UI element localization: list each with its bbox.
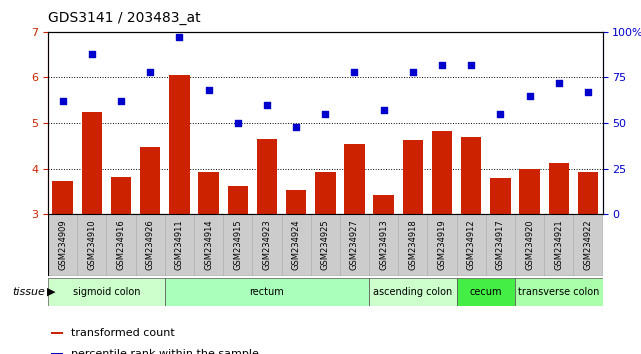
Bar (344, 143, 365, 214)
Point (437, 62, 447, 68)
Text: GSM234916: GSM234916 (117, 219, 126, 270)
Point (233, 120, 243, 126)
Text: ascending colon: ascending colon (373, 287, 453, 297)
Bar (398, 214, 428, 276)
Bar (374, 195, 394, 214)
Text: GSM234909: GSM234909 (58, 219, 67, 270)
Bar (194, 214, 223, 276)
Point (87, 51, 97, 57)
Bar (515, 214, 544, 276)
Text: rectum: rectum (249, 287, 285, 297)
Text: GSM234923: GSM234923 (262, 219, 271, 270)
Text: GSM234915: GSM234915 (233, 219, 242, 270)
Point (291, 124, 301, 130)
Bar (486, 214, 515, 276)
Text: GSM234910: GSM234910 (87, 219, 96, 270)
Text: GSM234913: GSM234913 (379, 219, 388, 270)
Text: ▶: ▶ (47, 287, 56, 297)
Text: percentile rank within the sample: percentile rank within the sample (71, 349, 260, 354)
Text: GSM234922: GSM234922 (583, 219, 592, 270)
Bar (432, 131, 453, 214)
Bar (228, 186, 248, 214)
Bar (315, 172, 335, 214)
Bar (165, 278, 369, 306)
Bar (140, 147, 160, 214)
Bar (456, 214, 486, 276)
Bar (48, 214, 78, 276)
Point (203, 87, 213, 93)
Point (408, 69, 418, 75)
Text: GSM234918: GSM234918 (408, 219, 417, 270)
Bar (53, 181, 73, 214)
Point (145, 69, 155, 75)
Bar (549, 163, 569, 214)
Point (554, 80, 564, 86)
Bar (165, 214, 194, 276)
Bar (369, 278, 456, 306)
Bar (169, 75, 190, 214)
Bar (369, 214, 398, 276)
Bar (578, 172, 598, 214)
Bar (78, 214, 106, 276)
Bar (403, 140, 423, 214)
Bar (515, 278, 603, 306)
Point (524, 93, 535, 98)
Bar (456, 278, 515, 306)
Text: GSM234911: GSM234911 (175, 219, 184, 270)
Point (495, 111, 506, 117)
Text: GSM234921: GSM234921 (554, 219, 563, 270)
Text: GSM234917: GSM234917 (496, 219, 505, 270)
Text: sigmoid colon: sigmoid colon (72, 287, 140, 297)
Text: GSM234912: GSM234912 (467, 219, 476, 270)
Point (174, 34, 185, 40)
Text: GSM234919: GSM234919 (438, 219, 447, 270)
Bar (573, 214, 603, 276)
Point (320, 111, 330, 117)
Bar (136, 214, 165, 276)
Bar (286, 190, 306, 214)
Bar (311, 214, 340, 276)
Point (349, 69, 360, 75)
Bar (51, 353, 63, 354)
Bar (111, 177, 131, 214)
Text: GDS3141 / 203483_at: GDS3141 / 203483_at (48, 11, 201, 25)
Bar (51, 332, 63, 334)
Text: GSM234914: GSM234914 (204, 219, 213, 270)
Bar (340, 214, 369, 276)
Bar (281, 214, 311, 276)
Bar (257, 139, 277, 214)
Text: GSM234924: GSM234924 (292, 219, 301, 270)
Point (466, 62, 476, 68)
Text: cecum: cecum (470, 287, 502, 297)
Bar (48, 278, 165, 306)
Point (583, 89, 593, 95)
Text: GSM234926: GSM234926 (146, 219, 154, 270)
Bar (253, 214, 281, 276)
Bar (490, 178, 511, 214)
Point (379, 107, 389, 113)
Bar (81, 112, 102, 214)
Bar (223, 214, 253, 276)
Bar (544, 214, 573, 276)
Text: GSM234927: GSM234927 (350, 219, 359, 270)
Text: GSM234920: GSM234920 (525, 219, 534, 270)
Point (116, 98, 126, 104)
Bar (428, 214, 456, 276)
Point (262, 102, 272, 108)
Point (58, 98, 68, 104)
Text: transformed count: transformed count (71, 328, 175, 338)
Text: transverse colon: transverse colon (518, 287, 599, 297)
Bar (106, 214, 136, 276)
Bar (461, 137, 481, 214)
Text: tissue: tissue (12, 287, 45, 297)
Bar (519, 169, 540, 214)
Text: GSM234925: GSM234925 (320, 219, 330, 270)
Bar (198, 172, 219, 214)
